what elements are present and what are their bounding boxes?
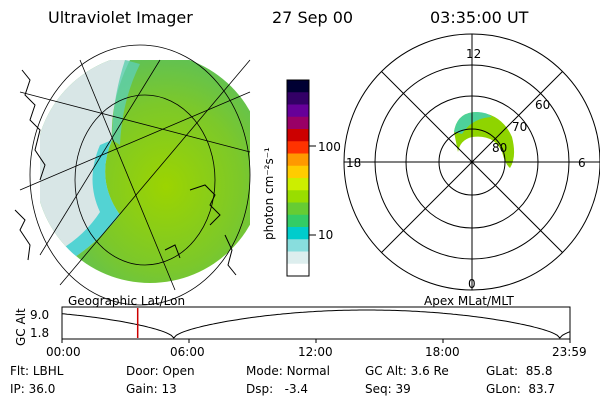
auroral-oval	[454, 112, 515, 168]
colorbar-swatch	[287, 178, 309, 191]
info-filter: Flt: LBHL	[10, 364, 64, 378]
geo-grid	[19, 44, 251, 306]
colorbar-swatch	[287, 153, 309, 167]
colorbar-swatch	[287, 92, 309, 105]
info-gc-alt: GC Alt: 3.6 Re	[365, 364, 449, 378]
info-glat: GLat: 85.8	[486, 364, 553, 378]
info-glon: GLon: 83.7	[486, 382, 556, 396]
info-dsp: Dsp: -3.4	[246, 382, 309, 396]
timeline-xtick-1: 06:00	[170, 345, 205, 359]
polar-map-label: Apex MLat/MLT	[424, 294, 514, 308]
colorbar-swatch	[287, 190, 309, 203]
timeline-ylabel: GC Alt	[14, 308, 28, 346]
image-time: 03:35:00 UT	[430, 8, 529, 27]
app-title: Ultraviolet Imager	[48, 8, 193, 27]
info-ip: IP: 36.0	[10, 382, 56, 396]
colorbar-tick-10: 10	[318, 228, 334, 242]
timeline-xtick-4: 23:59	[552, 345, 587, 359]
colorbar-swatch	[287, 141, 309, 154]
timeline-xtick-2: 12:00	[298, 345, 333, 359]
colorbar-swatch	[287, 227, 309, 240]
timeline-xtick-0: 00:00	[46, 345, 81, 359]
colorbar-frame	[286, 79, 310, 277]
mlat-label-80: 80	[492, 141, 508, 155]
mlt-label-12: 12	[466, 47, 482, 61]
orbit-altitude-curve	[61, 309, 571, 339]
colorbar-tick-100: 100	[318, 140, 341, 154]
image-date: 27 Sep 00	[272, 8, 354, 27]
info-gain: Gain: 13	[126, 382, 177, 396]
colorbar-swatch	[287, 239, 309, 252]
colorbar-swatch	[287, 202, 309, 216]
colorbar-swatch	[287, 80, 309, 93]
colorbar-swatch	[287, 129, 309, 142]
timeline-ytick-max: 9.0	[30, 308, 50, 322]
colorbar-swatch	[287, 116, 309, 130]
colorbar-swatch	[287, 251, 309, 265]
coastlines	[14, 69, 237, 276]
mlat-label-70: 70	[512, 120, 528, 134]
info-mode: Mode: Normal	[246, 364, 330, 378]
geo-map-label: Geographic Lat/Lon	[68, 294, 186, 308]
colorbar-swatch	[287, 214, 309, 228]
mlt-label-18: 18	[346, 156, 362, 170]
timeline-xtick-3: 18:00	[425, 345, 460, 359]
mlt-label-0: 0	[468, 277, 476, 291]
colorbar-swatch	[287, 263, 309, 277]
info-door: Door: Open	[126, 364, 195, 378]
mlt-label-6: 6	[578, 156, 586, 170]
timeline-ytick-min: 1.8	[30, 326, 50, 340]
info-seq: Seq: 39	[365, 382, 411, 396]
mlat-label-60: 60	[535, 98, 551, 112]
colorbar-swatch	[287, 104, 309, 118]
colorbar-swatch	[287, 165, 309, 179]
